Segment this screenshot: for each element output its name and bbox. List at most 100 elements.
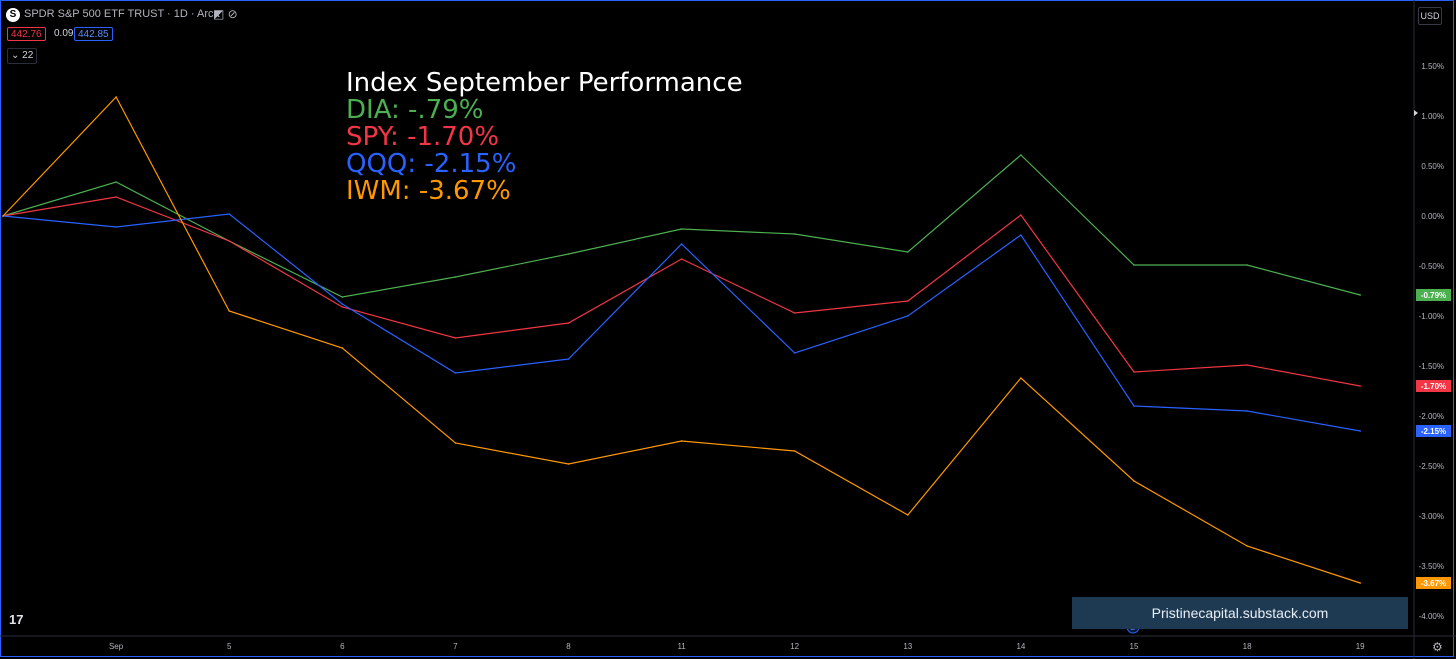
y-tick-label: -0.50% <box>1419 262 1444 271</box>
indicators-collapse-button[interactable]: ⌄ 22 <box>7 48 38 64</box>
x-tick-label: Sep <box>109 642 124 651</box>
data-point-iwm <box>793 450 796 452</box>
data-point-qqq <box>115 226 117 228</box>
x-tick-label: 19 <box>1356 642 1365 651</box>
data-point-iwm <box>1133 480 1135 482</box>
last-value-badge-spy <box>1416 380 1451 392</box>
y-tick-label: -3.00% <box>1419 512 1444 521</box>
y-tick-label: 0.50% <box>1421 162 1444 171</box>
last-value-badge-qqq <box>1416 425 1451 437</box>
data-point-qqq <box>341 303 344 305</box>
data-point-spy <box>567 322 570 324</box>
data-point-spy <box>793 312 796 314</box>
data-point-iwm <box>115 96 117 98</box>
data-point-dia <box>454 276 457 278</box>
visibility-icon[interactable]: ◩ ⊘ <box>213 7 238 21</box>
data-point-qqq <box>228 213 230 215</box>
data-point-dia <box>1246 264 1248 266</box>
tradingview-logo-icon[interactable]: 17 <box>9 612 24 627</box>
data-point-qqq <box>793 352 796 354</box>
x-tick-label: 7 <box>453 642 458 651</box>
data-point-dia <box>793 233 796 235</box>
data-point-iwm <box>1246 545 1248 547</box>
data-point-iwm <box>341 347 344 349</box>
x-tick-label: 5 <box>227 642 232 651</box>
data-point-qqq <box>1246 410 1248 412</box>
y-tick-label: 1.50% <box>1421 62 1444 71</box>
y-tick-label: 1.00% <box>1421 112 1444 121</box>
data-point-qqq <box>1133 405 1135 407</box>
data-point-spy <box>228 240 230 242</box>
annotation-title: Index September Performance <box>346 68 743 98</box>
data-point-iwm <box>1359 582 1361 584</box>
x-tick-label: 18 <box>1243 642 1252 651</box>
last-value-label-spy: -1.70% <box>1421 382 1446 391</box>
annotation-line-iwm: IWM: -3.67% <box>346 176 511 206</box>
last-value-label-dia: -0.79% <box>1421 291 1446 300</box>
series-line-spy <box>2 196 1361 387</box>
y-tick-label: -1.50% <box>1419 362 1444 371</box>
data-point-dia <box>680 228 683 230</box>
data-point-iwm <box>567 463 570 465</box>
data-point-qqq <box>680 243 683 245</box>
y-tick-label: -3.50% <box>1419 562 1444 571</box>
data-point-iwm <box>454 442 457 444</box>
x-tick-label: 13 <box>903 642 912 651</box>
y-tick-label: 0.00% <box>1421 212 1444 221</box>
x-tick-label: 12 <box>790 642 799 651</box>
symbol-title[interactable]: SPDR S&P 500 ETF TRUST · 1D · Arca <box>24 8 220 20</box>
data-point-iwm <box>228 310 230 312</box>
x-tick-label: 15 <box>1130 642 1139 651</box>
data-point-qqq <box>1020 234 1022 236</box>
data-point-dia <box>567 253 570 255</box>
watermark-banner: Pristinecapital.substack.com <box>1072 597 1408 629</box>
y-tick-label: -4.00% <box>1419 612 1444 621</box>
x-tick-label: 11 <box>677 642 686 651</box>
annotation-line-qqq: QQQ: -2.15% <box>346 149 517 179</box>
bid-price-badge[interactable]: 442.76 <box>7 27 46 41</box>
data-point-spy <box>680 258 683 260</box>
ask-price-badge[interactable]: 442.85 <box>74 27 113 41</box>
symbol-logo-icon[interactable]: S <box>6 8 20 22</box>
data-point-spy <box>454 337 457 339</box>
annotation-line-dia: DIA: -.79% <box>346 95 484 125</box>
chart-annotation: Index September Performance DIA: -.79% S… <box>346 70 743 205</box>
x-tick-label: 6 <box>340 642 345 651</box>
x-tick-label: 8 <box>566 642 571 651</box>
data-point-dia <box>115 181 117 183</box>
y-tick-label: -1.00% <box>1419 312 1444 321</box>
data-point-spy <box>1246 364 1248 366</box>
y-tick-label: -2.50% <box>1419 462 1444 471</box>
data-point-spy <box>341 306 344 308</box>
price-scale-marker-icon <box>1414 110 1418 116</box>
data-point-iwm <box>1020 377 1022 379</box>
settings-gear-icon[interactable]: ⚙ <box>1432 640 1443 654</box>
spread-value: 0.09 <box>54 28 74 39</box>
data-point-iwm <box>680 440 683 442</box>
currency-button[interactable]: USD <box>1418 7 1442 25</box>
data-point-iwm <box>2 215 4 217</box>
data-point-qqq <box>907 315 909 317</box>
data-point-spy <box>907 300 909 302</box>
data-point-spy <box>115 196 117 198</box>
last-value-label-iwm: -3.67% <box>1421 579 1446 588</box>
data-point-spy <box>1359 385 1361 387</box>
data-point-dia <box>1133 264 1135 266</box>
last-value-label-qqq: -2.15% <box>1421 427 1446 436</box>
last-value-badge-iwm <box>1416 577 1451 589</box>
annotation-line-spy: SPY: -1.70% <box>346 122 500 152</box>
data-point-dia <box>341 296 344 298</box>
data-point-qqq <box>454 372 457 374</box>
data-point-dia <box>1020 154 1022 156</box>
data-point-spy <box>1020 214 1022 216</box>
y-tick-label: -2.00% <box>1419 412 1444 421</box>
data-point-dia <box>1359 294 1361 296</box>
data-point-qqq <box>567 358 570 360</box>
data-point-dia <box>907 251 909 253</box>
data-point-spy <box>1133 371 1135 373</box>
data-point-iwm <box>907 514 909 516</box>
series-line-qqq <box>2 213 1361 432</box>
x-tick-label: 14 <box>1016 642 1025 651</box>
